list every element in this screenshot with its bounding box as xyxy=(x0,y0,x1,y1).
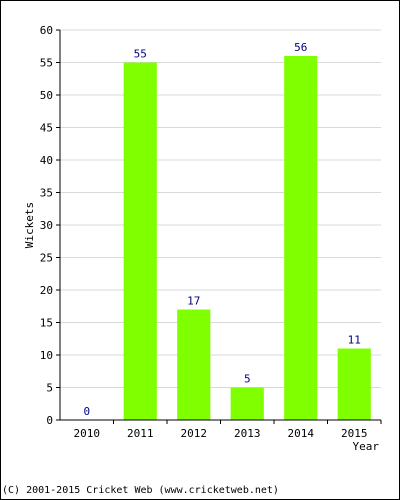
y-tick-label: 55 xyxy=(40,57,53,70)
bar xyxy=(337,348,371,420)
x-tick-label: 2011 xyxy=(127,427,154,440)
data-label: 11 xyxy=(348,334,361,347)
y-tick-label: 5 xyxy=(46,382,53,395)
data-label: 55 xyxy=(134,48,147,61)
y-tick-label: 50 xyxy=(40,89,53,102)
y-tick-label: 45 xyxy=(40,122,53,135)
data-label: 5 xyxy=(244,373,251,386)
y-axis-title: Wickets xyxy=(23,202,36,248)
x-tick-label: 2015 xyxy=(341,427,368,440)
bar xyxy=(177,309,211,420)
bar xyxy=(123,62,157,420)
y-tick-labels: 0 5 10 15 20 25 30 35 40 45 50 55 60 xyxy=(40,24,60,427)
y-tick-label: 15 xyxy=(40,317,53,330)
x-tick-labels: 2010 2011 2012 2013 2014 2015 xyxy=(74,420,382,440)
bars xyxy=(123,56,371,420)
y-tick-label: 35 xyxy=(40,187,53,200)
y-tick-label: 25 xyxy=(40,252,53,265)
data-label: 17 xyxy=(187,295,200,308)
y-tick-label: 0 xyxy=(46,414,53,427)
x-tick-label: 2013 xyxy=(234,427,261,440)
data-labels: 0 55 17 5 56 11 xyxy=(83,41,360,418)
x-tick-label: 2012 xyxy=(181,427,208,440)
y-tick-label: 30 xyxy=(40,219,53,232)
x-axis-title: Year xyxy=(353,440,380,453)
y-tick-label: 10 xyxy=(40,349,53,362)
copyright-footer: (C) 2001-2015 Cricket Web (www.cricketwe… xyxy=(2,485,279,496)
bar xyxy=(230,387,264,420)
y-tick-label: 40 xyxy=(40,154,53,167)
gridlines xyxy=(60,29,381,388)
data-label: 56 xyxy=(294,41,307,54)
y-tick-label: 20 xyxy=(40,284,53,297)
x-tick-label: 2014 xyxy=(288,427,315,440)
y-tick-label: 60 xyxy=(40,24,53,37)
data-label: 0 xyxy=(83,405,90,418)
bar xyxy=(284,56,318,420)
x-tick-label: 2010 xyxy=(74,427,101,440)
